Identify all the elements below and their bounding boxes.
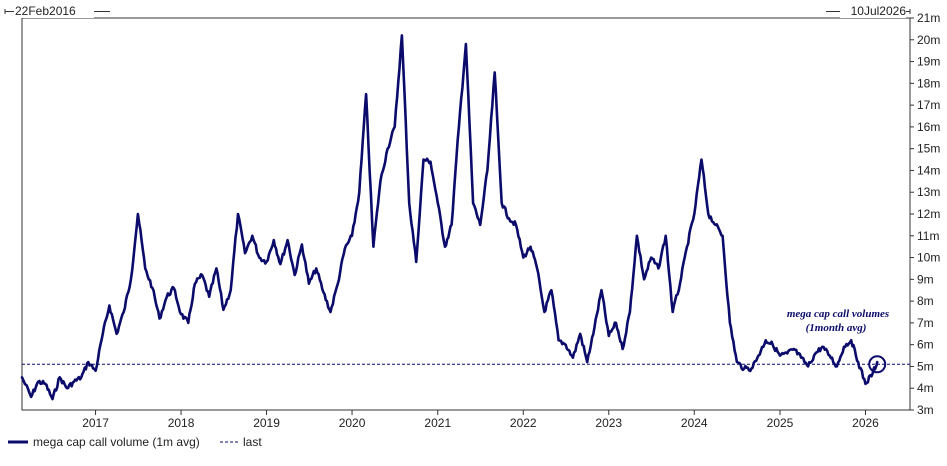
- x-axis: 2017 2018 2019 2020 2021 2022 2023 2024 2025 2026: [82, 410, 879, 430]
- y-tick-label: 8m: [917, 294, 934, 308]
- last-point-marker: [868, 355, 887, 374]
- series-line-mega-cap-call-volume: [20, 34, 879, 401]
- x-tick-label: 2026: [852, 416, 879, 430]
- annotation-line-2: (1month avg): [806, 322, 867, 334]
- y-tick-label: 10m: [917, 251, 940, 265]
- y-tick-label: 15m: [917, 142, 940, 156]
- y-tick-label: 18m: [917, 76, 940, 90]
- legend: mega cap call volume (1m avg) last: [8, 435, 262, 449]
- x-tick-label: 2018: [168, 416, 195, 430]
- y-tick-label: 11m: [917, 229, 939, 243]
- x-tick-label: 2019: [253, 416, 280, 430]
- y-tick-label: 5m: [917, 359, 934, 373]
- range-start-label: 22Feb2016: [15, 4, 76, 18]
- plot-area: [21, 17, 911, 411]
- y-tick-label: 4m: [917, 381, 934, 395]
- y-tick-label: 14m: [917, 163, 940, 177]
- x-tick-label: 2024: [681, 416, 708, 430]
- y-tick-label: 6m: [917, 338, 934, 352]
- y-tick-label: 13m: [917, 185, 940, 199]
- y-tick-label: 7m: [917, 316, 934, 330]
- x-tick-label: 2022: [510, 416, 537, 430]
- y-tick-label: 12m: [917, 207, 940, 221]
- y-tick-label: 17m: [917, 98, 940, 112]
- y-tick-label: 21m: [917, 11, 940, 25]
- legend-label-series: mega cap call volume (1m avg): [33, 435, 200, 449]
- x-tick-label: 2021: [424, 416, 451, 430]
- y-tick-label: 16m: [917, 120, 940, 134]
- x-tick-label: 2023: [595, 416, 622, 430]
- x-tick-label: 2025: [767, 416, 794, 430]
- y-axis: 3m 4m 5m 6m 7m 8m 9m 10m 11m 12m 13m 14m 15m 16m 17m 18…: [910, 11, 940, 417]
- x-tick-label: 2017: [82, 416, 109, 430]
- y-tick-label: 19m: [917, 55, 940, 69]
- x-tick-label: 2020: [339, 416, 366, 430]
- y-tick-label: 3m: [917, 403, 934, 417]
- y-tick-label: 20m: [917, 33, 940, 47]
- range-end-label: 10Jul2026: [851, 4, 907, 18]
- y-tick-label: 9m: [917, 272, 934, 286]
- legend-label-last: last: [243, 435, 262, 449]
- annotation-line-1: mega cap call volumes: [787, 308, 889, 320]
